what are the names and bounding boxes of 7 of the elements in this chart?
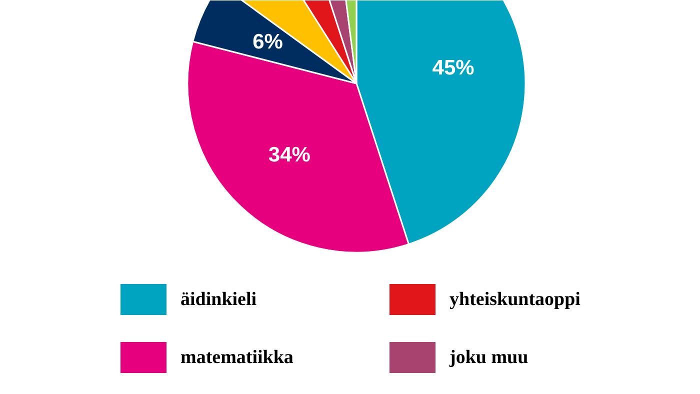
legend-label: äidinkieli bbox=[180, 289, 257, 310]
legend-label: yhteiskuntaoppi bbox=[450, 289, 580, 310]
legend-label: matematiikka bbox=[180, 347, 294, 368]
data-label: 34% bbox=[268, 143, 311, 166]
data-label: 45% bbox=[432, 56, 475, 80]
legend-label: joku muu bbox=[448, 347, 529, 368]
data-label: 6% bbox=[252, 30, 284, 54]
